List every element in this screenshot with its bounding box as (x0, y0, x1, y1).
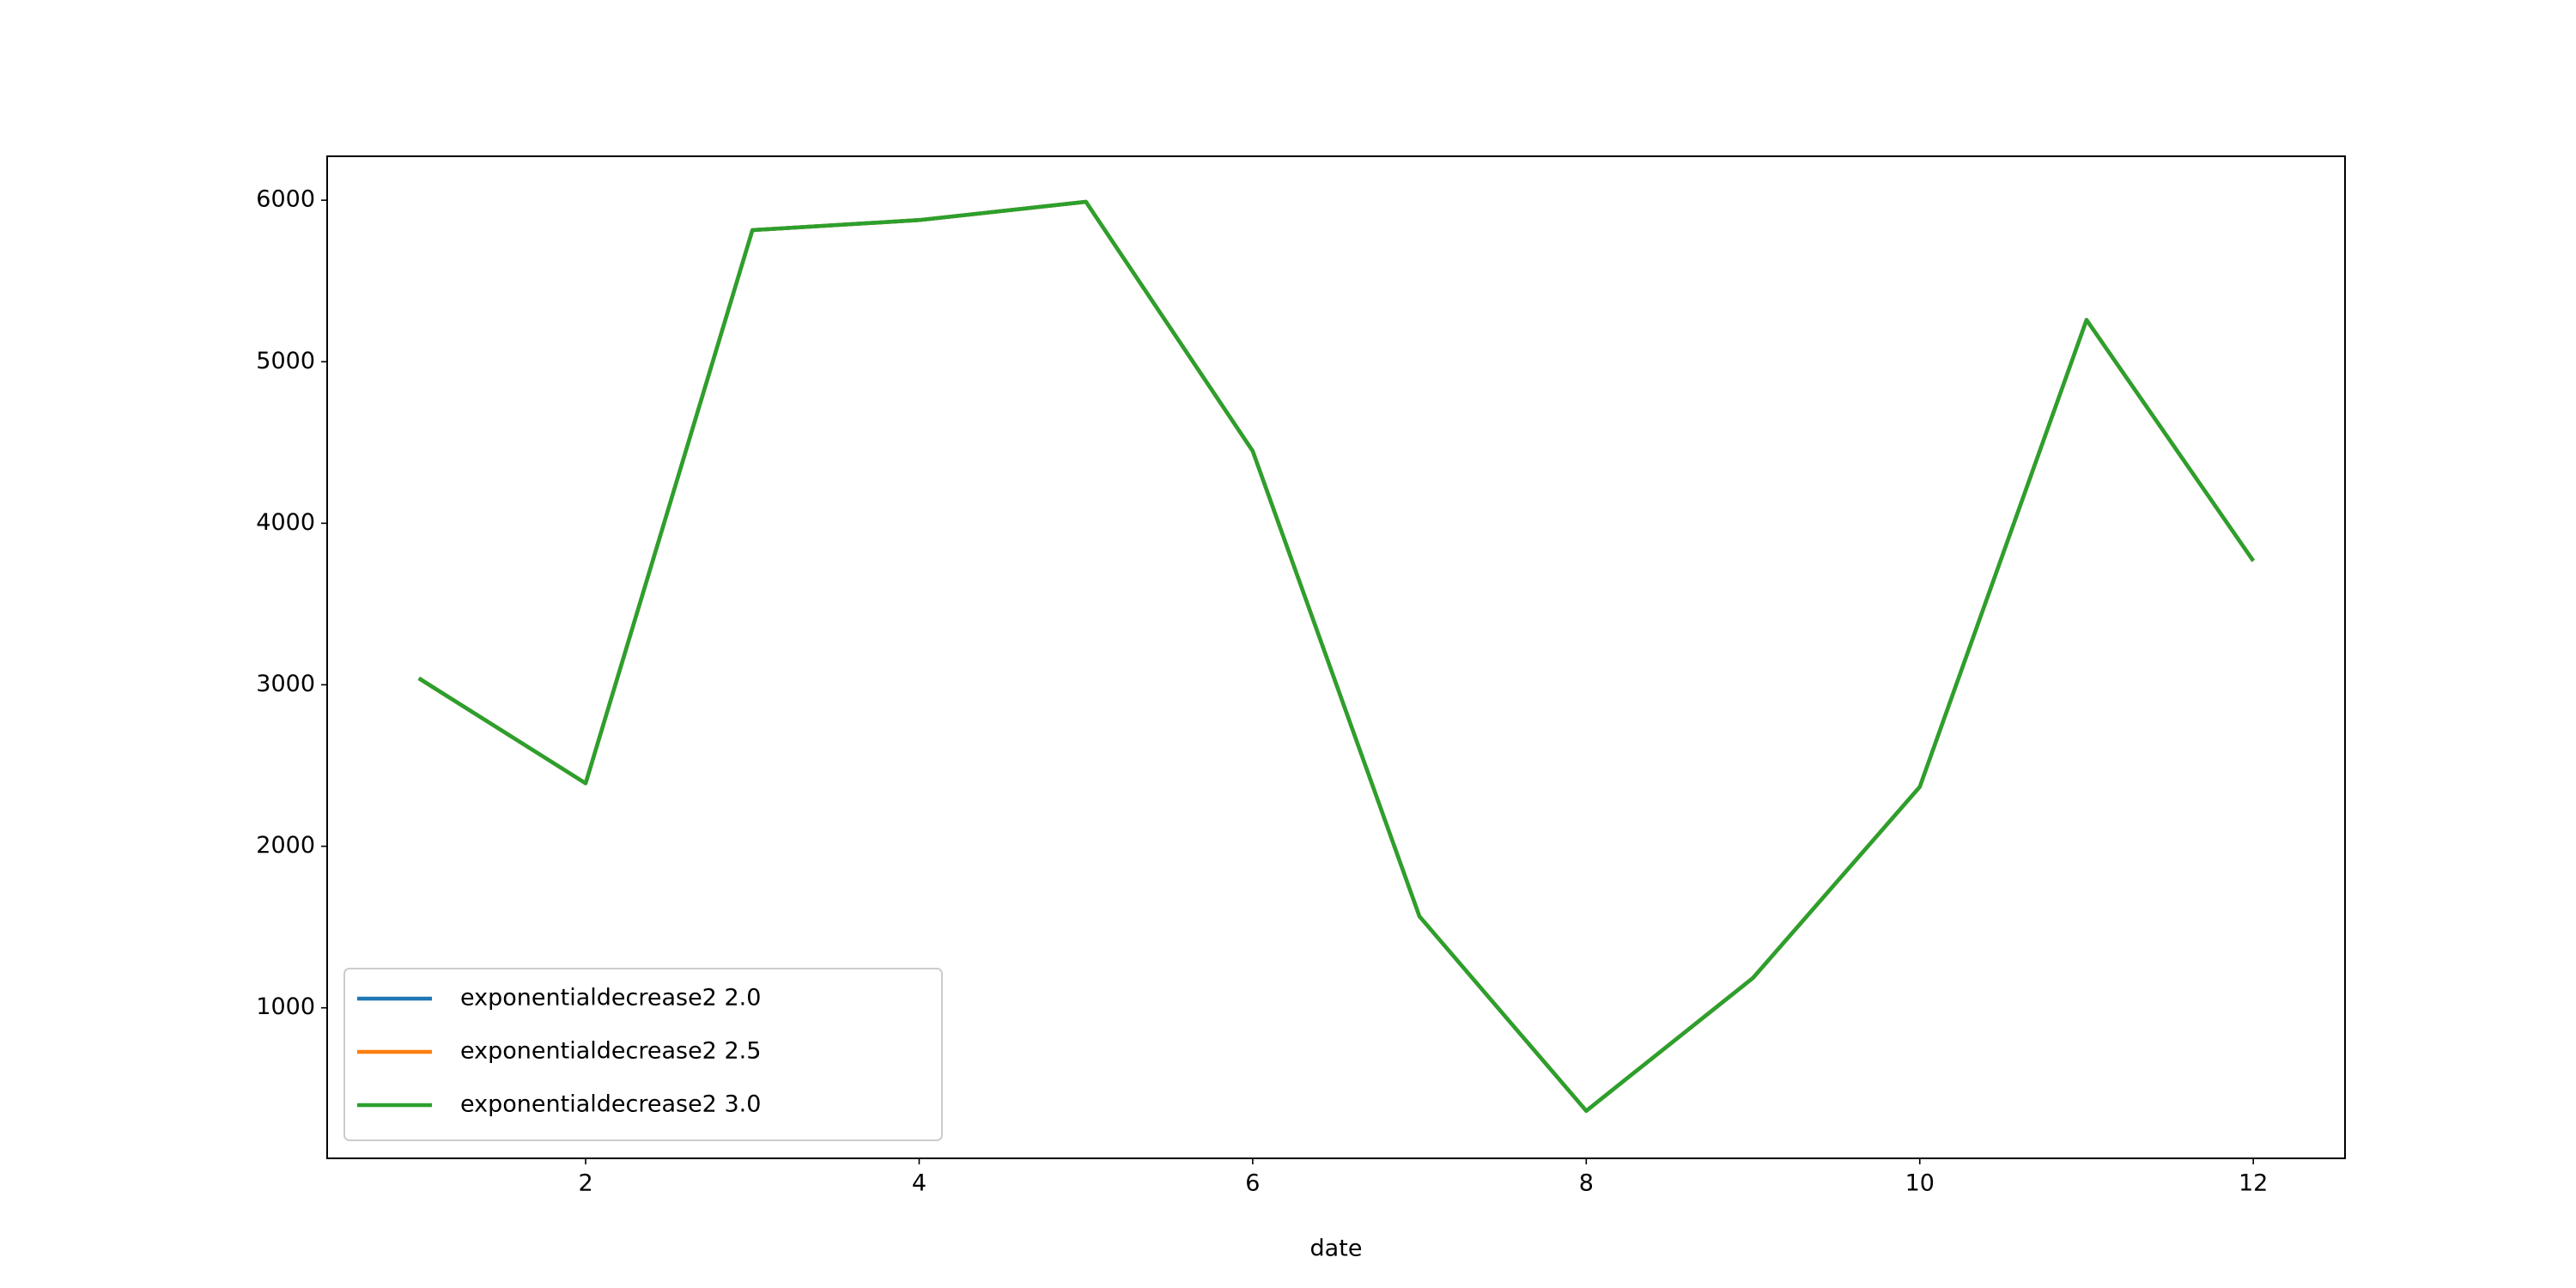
y-tick-label: 1000 (256, 993, 315, 1020)
x-tick-label: 12 (2239, 1170, 2268, 1197)
legend-label: exponentialdecrease2 3.0 (460, 1091, 761, 1118)
y-tick-label: 6000 (256, 186, 315, 213)
legend-label: exponentialdecrease2 2.5 (460, 1038, 761, 1065)
x-tick-label: 2 (578, 1170, 592, 1197)
plot-frame (326, 155, 2346, 1159)
y-tick-label: 2000 (256, 832, 315, 859)
x-axis-label: date (1310, 1236, 1363, 1262)
data-line (417, 199, 2256, 1113)
x-tick-label: 4 (912, 1170, 927, 1197)
legend-label: exponentialdecrease2 2.0 (460, 985, 761, 1012)
x-tick-label: 10 (1905, 1170, 1935, 1197)
y-tick-label: 4000 (256, 509, 315, 536)
y-tick-label: 3000 (256, 671, 315, 697)
legend: exponentialdecrease2 2.0 exponentialdecre… (343, 968, 943, 1141)
y-tick-label: 5000 (256, 348, 315, 374)
x-tick-label: 6 (1245, 1170, 1260, 1197)
legend-frame (343, 968, 943, 1141)
x-tick-label: 8 (1579, 1170, 1594, 1197)
